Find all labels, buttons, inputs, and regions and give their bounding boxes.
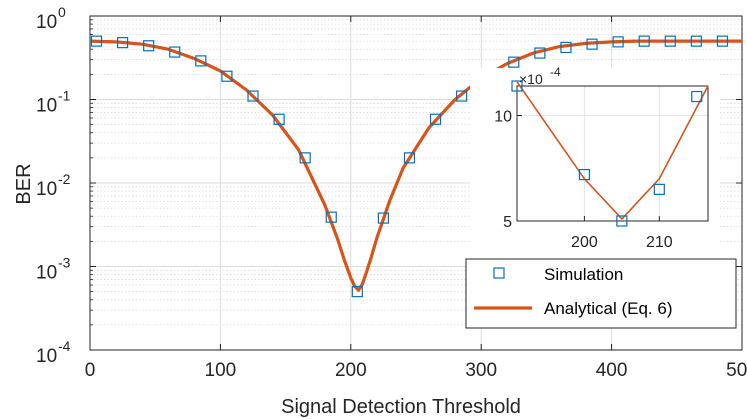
x-tick-label: 500	[726, 360, 747, 381]
y-tick-label-exponent: -2	[58, 171, 71, 187]
y-tick-label-base: 10	[36, 96, 57, 117]
inset-x-tick-label: 210	[646, 234, 673, 251]
y-tick-label: 10 -2	[36, 171, 71, 200]
inset-zoom-plot: 200 210 5 10 ×10 -4	[470, 65, 720, 260]
x-axis-label: Signal Detection Threshold	[281, 396, 521, 418]
y-tick-label: 10 -1	[36, 88, 71, 117]
y-tick-label-exponent: 0	[58, 4, 66, 20]
simulation-marker	[143, 40, 155, 52]
inset-y-tick-label: 10	[494, 109, 512, 126]
legend-simulation-label: Simulation	[544, 265, 623, 284]
simulation-marker	[664, 35, 676, 47]
simulation-marker	[612, 36, 624, 48]
simulation-marker	[534, 47, 546, 59]
simulation-marker	[508, 56, 520, 68]
simulation-marker	[90, 35, 103, 47]
x-tick-label: 300	[465, 360, 497, 381]
simulation-marker	[221, 70, 233, 82]
y-tick-label-exponent: -4	[58, 338, 71, 354]
y-tick-label: 10 0	[36, 4, 66, 33]
simulation-marker	[247, 90, 259, 102]
simulation-marker	[195, 55, 207, 67]
y-tick-label-exponent: -3	[58, 255, 71, 271]
legend: Simulation Analytical (Eq. 6)	[465, 258, 737, 329]
simulation-marker	[690, 35, 702, 47]
main-x-ticks: 0 100 200 300 400 500	[85, 16, 747, 381]
inset-simulation-marker	[511, 80, 523, 92]
simulation-marker	[325, 211, 337, 223]
simulation-marker	[638, 35, 650, 47]
legend-analytical-label: Analytical (Eq. 6)	[544, 299, 673, 318]
simulation-marker	[560, 41, 572, 54]
simulation-marker	[403, 152, 416, 164]
inset-simulation-marker	[691, 90, 703, 103]
main-series	[89, 35, 742, 298]
y-axis-label: BER	[13, 163, 35, 204]
y-tick-label-exponent: -1	[58, 88, 71, 104]
simulation-marker	[716, 35, 729, 47]
simulation-marker	[456, 90, 468, 102]
simulation-marker	[377, 212, 389, 224]
inset-y-tick-label: 5	[503, 214, 512, 231]
inset-x-tick-label: 200	[571, 234, 598, 251]
simulation-marker	[273, 113, 285, 125]
y-tick-label-base: 10	[36, 179, 57, 200]
y-tick-label: 10 -3	[36, 255, 71, 284]
x-tick-label: 200	[335, 360, 367, 381]
simulation-marker	[429, 113, 442, 125]
simulation-marker	[299, 152, 311, 164]
simulation-marker	[586, 38, 598, 50]
inset-simulation-marker	[653, 183, 665, 195]
inset-analytical-curve	[516, 81, 709, 221]
legend-simulation-marker	[493, 267, 505, 279]
simulation-marker	[351, 286, 363, 298]
inset-axes-box	[516, 85, 709, 222]
inset-multiplier-base: ×10	[519, 71, 543, 87]
y-tick-label-base: 10	[36, 12, 57, 33]
y-tick-label-base: 10	[36, 346, 57, 367]
legend-box	[465, 258, 737, 329]
y-tick-label: 10 -4	[36, 338, 71, 367]
y-tick-label-base: 10	[36, 263, 57, 284]
x-tick-label: 400	[596, 360, 628, 381]
inset-multiplier-exponent: -4	[550, 65, 561, 79]
inset-background	[470, 68, 720, 260]
x-tick-label: 0	[85, 360, 96, 381]
simulation-marker	[116, 37, 129, 49]
inset-simulation-marker	[578, 168, 591, 181]
x-tick-label: 100	[205, 360, 237, 381]
analytical-curve	[89, 39, 742, 292]
inset-simulation-marker	[616, 215, 628, 227]
simulation-marker	[169, 46, 181, 58]
